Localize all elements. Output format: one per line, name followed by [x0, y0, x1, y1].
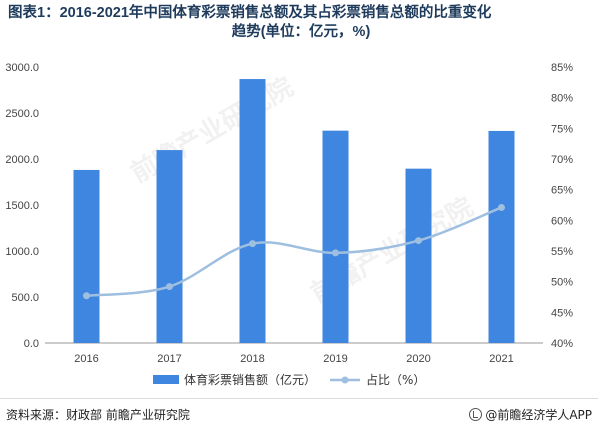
y-left-tick-3: 1500.0 [5, 200, 39, 212]
brand-text: @前瞻经济学人APP [485, 408, 592, 422]
y-right-tick-6: 70% [551, 154, 573, 166]
legend-line-marker [341, 376, 349, 384]
bar-2018 [239, 79, 266, 343]
title-line-2: 趋势(单位：亿元，%) [231, 24, 371, 40]
legend: 体育彩票销售额（亿元） 占比（%） [153, 372, 425, 387]
bar-2019 [322, 130, 349, 343]
chart-area: 2016 2017 2018 2019 2020 2021 0.0 500.0 1000.0 1… [5, 62, 573, 387]
y-left-tick-5: 2500.0 [5, 108, 39, 120]
y-right-tick-3: 55% [551, 246, 573, 258]
footer-divider [0, 398, 598, 399]
y-right-tick-5: 65% [551, 185, 573, 197]
y-right-tick-9: 85% [551, 62, 573, 74]
bar-2017 [156, 150, 183, 343]
source-note: 资料来源：财政部 前瞻产业研究院 [6, 408, 190, 422]
x-tick-2018: 2018 [240, 353, 264, 365]
y-right-tick-8: 80% [551, 93, 573, 105]
y-left-tick-labels: 0.0 500.0 1000.0 1500.0 2000.0 2500.0 3000.0 [5, 62, 39, 350]
legend-bar-swatch [153, 375, 179, 384]
y-left-tick-4: 2000.0 [5, 154, 39, 166]
share-line [86, 206, 502, 298]
share-point-2021 [498, 203, 505, 211]
share-point-2019 [332, 249, 339, 257]
x-tick-2021: 2021 [489, 353, 513, 365]
y-left-tick-1: 500.0 [11, 292, 39, 304]
y-right-tick-4: 60% [551, 215, 573, 227]
y-left-tick-0: 0.0 [24, 338, 39, 350]
bar-2020 [405, 168, 432, 343]
x-tick-2017: 2017 [157, 353, 181, 365]
bar-2016 [73, 169, 100, 343]
y-right-tick-7: 75% [551, 123, 573, 135]
x-tick-2020: 2020 [406, 353, 430, 365]
bar-2021 [488, 130, 515, 343]
y-right-tick-labels: 40% 45% 50% 55% 60% 65% 70% 75% 80% 85% [551, 62, 573, 350]
x-tick-2019: 2019 [323, 353, 347, 365]
share-point-2018 [249, 240, 256, 248]
legend-bar-label: 体育彩票销售额（亿元） [184, 372, 316, 387]
x-tick-2016: 2016 [74, 353, 98, 365]
title-line-1: 图表1：2016-2021年中国体育彩票销售总额及其占彩票销售总额的比重变化 [8, 5, 492, 21]
share-point-2020 [415, 237, 422, 245]
y-left-tick-2: 1000.0 [5, 246, 39, 258]
share-point-2017 [166, 283, 173, 291]
y-left-tick-6: 3000.0 [5, 62, 39, 74]
x-tick-labels: 2016 2017 2018 2019 2020 2021 [74, 353, 513, 365]
y-right-tick-1: 45% [551, 307, 573, 319]
legend-line-label: 占比（%） [366, 372, 425, 387]
chart-title: 图表1：2016-2021年中国体育彩票销售总额及其占彩票销售总额的比重变化 趋… [8, 4, 594, 42]
bar-series [73, 79, 515, 343]
brand-logo-icon [469, 408, 483, 421]
y-right-tick-2: 50% [551, 277, 573, 289]
brand-credit: @前瞻经济学人APP [469, 406, 592, 423]
share-point-2016 [83, 292, 90, 300]
line-series [83, 203, 505, 300]
y-right-tick-0: 40% [551, 338, 573, 350]
